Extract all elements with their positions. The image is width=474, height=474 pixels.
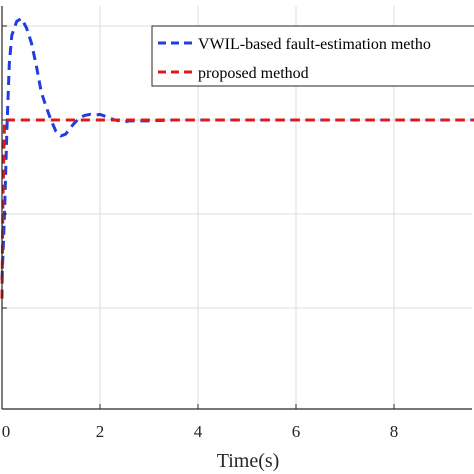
legend-label-proposed: proposed method (198, 65, 309, 82)
axes (1, 6, 472, 410)
legend-box (151, 25, 474, 87)
x-tick-label: 6 (292, 422, 301, 441)
series-line-1 (0, 118, 474, 299)
legend-label-vwil: VWIL-based fault-estimation metho (198, 36, 431, 53)
x-tick-labels: 0 2 4 6 8 (2, 422, 399, 441)
x-tick-label: 2 (96, 422, 105, 441)
x-tick-label: 4 (194, 422, 203, 441)
legend: VWIL-based fault-estimation metho propos… (151, 25, 474, 87)
x-tick-label: 0 (2, 422, 11, 441)
x-tick-label: 8 (390, 422, 399, 441)
x-axis-label: Time(s) (217, 450, 280, 472)
